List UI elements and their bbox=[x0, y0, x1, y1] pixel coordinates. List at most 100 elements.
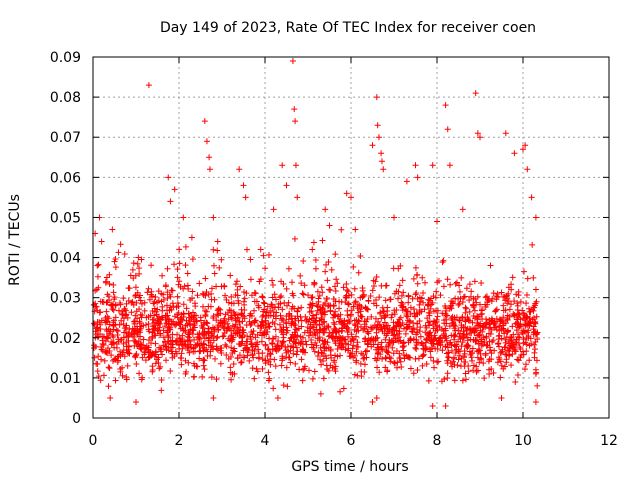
data-point bbox=[430, 357, 437, 364]
data-point bbox=[420, 289, 427, 296]
data-point bbox=[322, 206, 329, 213]
data-point bbox=[270, 336, 277, 343]
data-point bbox=[272, 315, 279, 322]
data-point bbox=[316, 334, 323, 341]
data-point bbox=[247, 276, 254, 283]
data-point bbox=[422, 279, 429, 286]
data-point bbox=[193, 318, 200, 325]
data-point bbox=[503, 359, 510, 366]
data-point bbox=[327, 287, 334, 294]
data-point bbox=[117, 337, 124, 344]
data-point bbox=[187, 341, 194, 348]
data-point bbox=[530, 274, 537, 281]
data-point bbox=[223, 296, 230, 303]
data-point bbox=[186, 349, 193, 356]
data-point bbox=[469, 319, 476, 326]
data-point bbox=[364, 329, 371, 336]
data-point bbox=[517, 298, 524, 305]
data-point bbox=[522, 142, 529, 149]
data-point bbox=[315, 349, 322, 356]
data-point bbox=[175, 303, 182, 310]
data-point bbox=[258, 325, 265, 332]
data-point bbox=[327, 308, 334, 315]
data-point bbox=[214, 238, 221, 245]
data-point bbox=[450, 355, 457, 362]
data-point bbox=[200, 357, 207, 364]
data-point bbox=[234, 330, 241, 337]
data-point bbox=[312, 339, 319, 346]
data-point bbox=[390, 332, 397, 339]
data-point bbox=[111, 258, 118, 265]
data-point bbox=[532, 370, 539, 377]
data-point bbox=[205, 325, 212, 332]
data-point bbox=[483, 333, 490, 340]
data-point bbox=[373, 302, 380, 309]
data-point bbox=[171, 261, 178, 268]
data-point bbox=[115, 307, 122, 314]
data-point bbox=[466, 281, 473, 288]
data-point bbox=[264, 328, 271, 335]
data-point bbox=[394, 364, 401, 371]
data-point bbox=[121, 250, 128, 257]
data-point bbox=[269, 319, 276, 326]
data-point bbox=[325, 367, 332, 374]
data-point bbox=[104, 327, 111, 334]
data-point bbox=[204, 320, 211, 327]
data-point bbox=[277, 312, 284, 319]
data-point bbox=[129, 266, 136, 273]
y-axis-label: ROTI / TECUs bbox=[7, 194, 23, 286]
data-point bbox=[355, 269, 362, 276]
data-point bbox=[444, 370, 451, 377]
data-point bbox=[291, 339, 298, 346]
data-point bbox=[130, 275, 137, 282]
data-point bbox=[287, 359, 294, 366]
data-point bbox=[378, 282, 385, 289]
data-point bbox=[93, 325, 100, 332]
data-point bbox=[407, 304, 414, 311]
data-point bbox=[443, 307, 450, 314]
data-point bbox=[168, 320, 175, 327]
data-point bbox=[95, 284, 102, 291]
data-point bbox=[402, 306, 409, 313]
data-point bbox=[283, 182, 290, 189]
data-point bbox=[183, 305, 190, 312]
data-point bbox=[458, 322, 465, 329]
data-point bbox=[138, 376, 145, 383]
data-point bbox=[154, 306, 161, 313]
data-point bbox=[140, 322, 147, 329]
data-point bbox=[158, 377, 165, 384]
data-point bbox=[285, 311, 292, 318]
data-point bbox=[299, 290, 306, 297]
data-point bbox=[461, 359, 468, 366]
data-point bbox=[279, 340, 286, 347]
data-point bbox=[534, 382, 541, 389]
data-point bbox=[91, 354, 98, 361]
data-point bbox=[437, 292, 444, 299]
data-point bbox=[155, 318, 162, 325]
data-point bbox=[213, 283, 220, 290]
data-point bbox=[254, 323, 261, 330]
data-point bbox=[131, 320, 138, 327]
data-point bbox=[472, 90, 479, 97]
data-point bbox=[493, 293, 500, 300]
data-point bbox=[206, 154, 213, 161]
data-point bbox=[251, 375, 258, 382]
data-point bbox=[415, 355, 422, 362]
data-point bbox=[284, 343, 291, 350]
data-point bbox=[217, 360, 224, 367]
data-point bbox=[324, 277, 331, 284]
data-point bbox=[248, 292, 255, 299]
data-point bbox=[530, 329, 537, 336]
data-point bbox=[128, 309, 135, 316]
data-point bbox=[383, 282, 390, 289]
data-point bbox=[355, 344, 362, 351]
data-point bbox=[325, 259, 332, 266]
data-point bbox=[176, 246, 183, 253]
data-point bbox=[321, 318, 328, 325]
data-point bbox=[395, 319, 402, 326]
data-point bbox=[472, 336, 479, 343]
data-point bbox=[125, 333, 132, 340]
data-point bbox=[214, 333, 221, 340]
data-point bbox=[283, 320, 290, 327]
data-point bbox=[486, 356, 493, 363]
